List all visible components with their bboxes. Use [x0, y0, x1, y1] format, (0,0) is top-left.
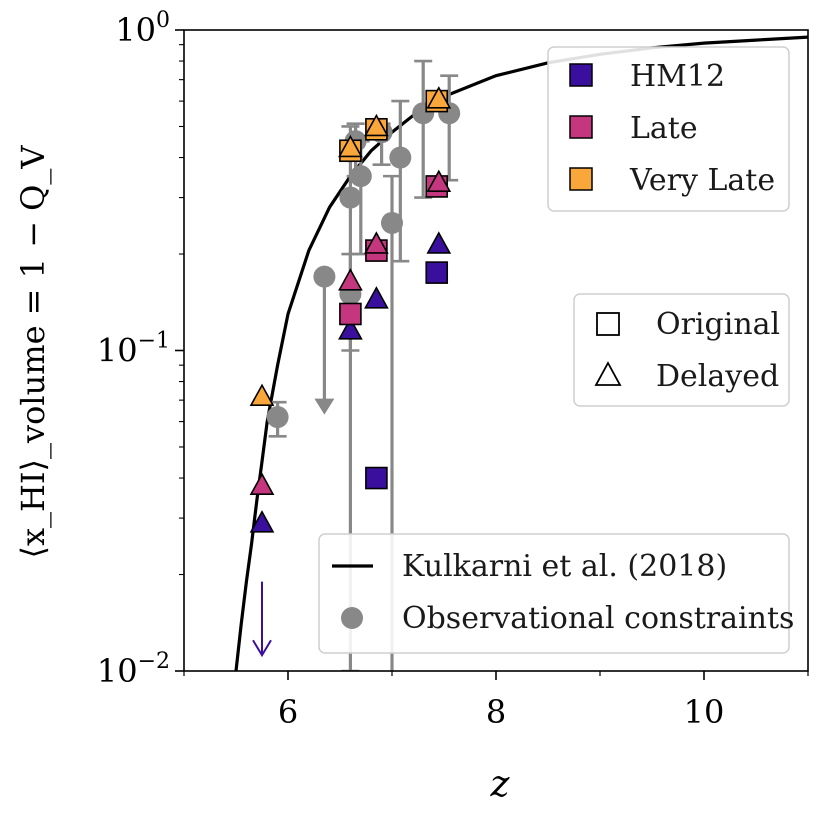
model-triangle-hm12: [338, 317, 363, 340]
model-triangle-late: [426, 169, 452, 193]
obs-upper-limit-arrow: [314, 398, 335, 415]
model-points: [249, 86, 452, 658]
x-axis-label: z: [490, 764, 511, 805]
y-axis-label: ⟨x_HI⟩_volume = 1 − Q_V: [14, 145, 52, 559]
obs-marker: [349, 165, 372, 188]
model-square-hm12: [365, 466, 388, 490]
legend-label-kulkarni: Kulkarni et al. (2018): [402, 549, 727, 584]
obs-marker: [381, 211, 403, 234]
legend-swatch-very-late: [569, 167, 593, 191]
obs-point: [313, 265, 336, 415]
legend-models: HM12 Late Very Late: [547, 46, 790, 212]
legend-label-hm12: HM12: [630, 59, 725, 94]
legend-sources-box: [318, 533, 790, 654]
legend-swatch-original: [596, 312, 620, 336]
model-square-hm12: [425, 261, 449, 284]
obs-point: [389, 99, 412, 263]
legend-sources: Kulkarni et al. (2018) Observational con…: [318, 533, 794, 654]
plot-area: [234, 35, 808, 671]
y-tick-label: 10−1: [97, 329, 170, 370]
axis-ticks: 6 8 10 10−2 10−1 100: [97, 8, 809, 731]
legend-swatch-observational: [341, 607, 363, 629]
legend-swatch-late: [569, 115, 593, 139]
model-triangle-late: [338, 268, 363, 291]
model-triangle-late: [364, 231, 389, 254]
model-upper-limit-hm12: [252, 581, 272, 658]
obs-marker: [389, 146, 412, 169]
x-tick-label: 6: [278, 693, 298, 731]
legend-models-box: [547, 46, 790, 212]
legend-label-very-late: Very Late: [629, 163, 775, 198]
x-tick-label: 8: [486, 693, 506, 731]
model-triangle-very-late: [426, 86, 452, 109]
legend-swatch-hm12: [569, 63, 593, 87]
model-triangle-hm12: [426, 231, 452, 254]
plot-frame: [183, 29, 809, 672]
model-triangle-hm12: [364, 286, 389, 309]
model-triangle-very-late: [338, 134, 363, 158]
legend-label-original: Original: [656, 307, 780, 342]
x-tick-label: 10: [684, 693, 725, 731]
obs-marker: [339, 186, 362, 209]
legend-label-observational: Observational constraints: [402, 601, 794, 636]
model-triangle-very-late: [249, 383, 275, 407]
y-tick-label: 100: [115, 8, 170, 49]
model-square-late: [339, 302, 362, 326]
y-tick-label: 10−2: [97, 649, 170, 690]
model-triangle-hm12: [249, 510, 275, 533]
legend-label-late: Late: [630, 111, 698, 146]
model-triangle-very-late: [364, 113, 389, 137]
obs-marker: [266, 406, 289, 429]
obs-marker: [313, 265, 336, 288]
legend-swatch-delayed: [594, 361, 622, 386]
legend-markers-box: [573, 293, 790, 407]
obs-point: [381, 174, 403, 671]
model-upper-limit-arrowhead: [252, 639, 272, 658]
legend-label-delayed: Delayed: [656, 359, 779, 394]
model-triangle-late: [249, 472, 275, 495]
legend-markers: Original Delayed: [573, 293, 790, 407]
